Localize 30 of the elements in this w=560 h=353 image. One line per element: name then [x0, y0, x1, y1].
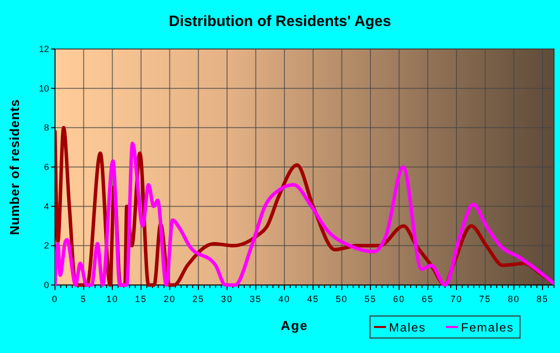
chart-title: Distribution of Residents' Ages [168, 13, 392, 30]
x-tick-label: 60 [393, 294, 406, 304]
y-tick-label: 6 [44, 162, 49, 172]
y-tick-label: 2 [44, 240, 49, 251]
x-tick-label: 75 [479, 294, 492, 304]
x-axis-title: Age [280, 318, 308, 333]
x-tick-label: 65 [422, 294, 434, 304]
x-tick-label: 30 [221, 294, 234, 304]
x-tick-label: 5 [80, 294, 87, 304]
x-tick-label: 10 [106, 294, 118, 304]
x-tick-label: 50 [336, 294, 348, 304]
x-tick-label: 15 [135, 294, 148, 304]
legend-label: Females [461, 320, 514, 334]
y-axis-title: Number of residents [7, 99, 22, 235]
x-tick-label: 70 [450, 294, 462, 304]
x-tick-label: 20 [164, 294, 176, 304]
x-tick-label: 35 [250, 294, 262, 304]
x-tick-label: 45 [307, 294, 320, 304]
x-tick-label: 0 [52, 294, 58, 304]
x-tick-label: 80 [508, 294, 520, 304]
x-tick-label: 40 [278, 294, 290, 304]
y-tick-label: 0 [44, 280, 49, 290]
y-tick-label: 12 [38, 44, 49, 54]
legend-label: Males [389, 320, 426, 334]
x-tick-label: 55 [364, 294, 376, 304]
x-tick-label: 85 [536, 294, 549, 304]
y-tick-label: 8 [44, 122, 49, 133]
y-tick-label: 10 [38, 83, 49, 94]
x-tick-label: 25 [192, 294, 204, 304]
y-tick-label: 4 [44, 201, 49, 212]
